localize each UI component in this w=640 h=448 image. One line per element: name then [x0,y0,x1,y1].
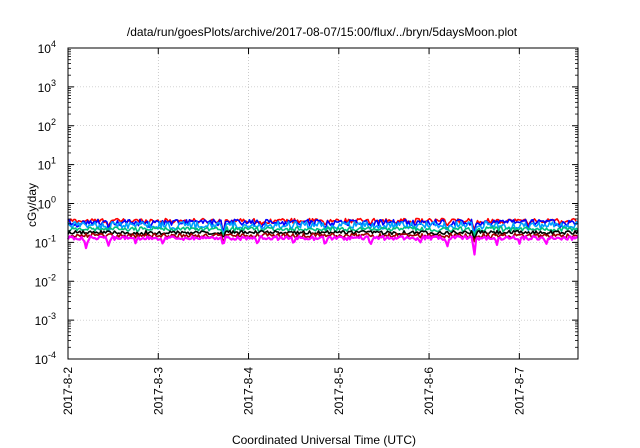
y-tick-label: 10-1 [35,233,56,250]
y-tick-label: 103 [38,78,56,95]
y-tick-label: 101 [38,156,56,173]
y-tick-label-base: 10 [38,81,52,95]
chart-title: /data/run/goesPlots/archive/2017-08-07/1… [127,25,518,39]
y-tick-label-exponent: 4 [51,39,56,49]
y-tick-label-base: 10 [35,353,49,367]
x-tick-label: 2017-8-2 [61,367,75,415]
y-tick-label: 104 [38,39,56,56]
x-tick-label: 2017-8-7 [512,367,526,415]
y-tick-label-exponent: -1 [48,233,56,243]
grid [68,48,578,359]
y-tick-label-base: 10 [38,42,52,56]
y-tick-label-exponent: 3 [51,78,56,88]
y-tick-label-exponent: 0 [51,195,56,205]
y-tick-label: 10-2 [35,272,56,289]
y-tick-label-exponent: -2 [48,272,56,282]
y-tick-label-base: 10 [35,314,49,328]
x-tick-label: 2017-8-4 [242,367,256,415]
y-tick-label-base: 10 [35,236,49,250]
y-tick-label-exponent: 2 [51,117,56,127]
y-axis-label: cGy/day [25,183,39,227]
y-tick-label-base: 10 [38,120,52,134]
y-tick-label-exponent: -3 [48,311,56,321]
series-line [67,226,579,237]
x-axis-label: Coordinated Universal Time (UTC) [232,433,416,447]
x-tick-label: 2017-8-5 [332,367,346,415]
y-tick-label-base: 10 [35,275,49,289]
series-line [67,235,579,256]
y-tick-label-base: 10 [38,198,52,212]
y-tick-label-exponent: -4 [48,350,56,360]
y-tick-label: 10-3 [35,311,56,328]
y-tick-label: 10-4 [35,350,56,367]
x-tick-label: 2017-8-3 [151,367,165,415]
series-group [67,217,579,256]
x-tick-label: 2017-8-6 [422,367,436,415]
y-tick-label: 102 [38,117,56,134]
y-tick-label-exponent: 1 [51,156,56,166]
y-tick-label-base: 10 [38,159,52,173]
y-tick-label: 100 [38,195,56,212]
